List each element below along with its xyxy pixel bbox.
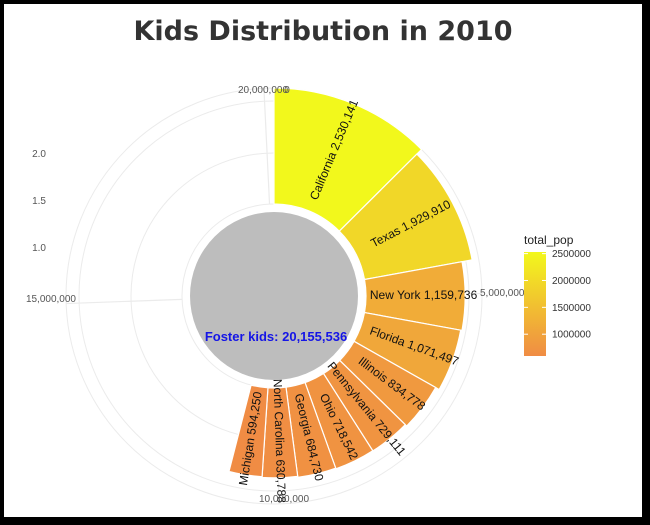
radial-tick-label: 1.5	[32, 196, 46, 207]
chart-frame: Kids Distribution in 2010 California 2,5…	[4, 4, 642, 517]
angular-tick-label: 5,000,000	[480, 288, 525, 299]
center-hole	[190, 212, 358, 380]
bar-georgia	[285, 381, 337, 479]
bar-label: New York 1,159,736	[370, 288, 478, 302]
angular-tick-label: 0	[284, 85, 290, 96]
legend-tick-label: 1500000	[552, 303, 591, 314]
bar-label: North Carolina 630,788	[271, 379, 289, 504]
radial-tick-label: 1.0	[32, 243, 46, 254]
bar-texas	[338, 153, 473, 281]
angular-tick-label: 20,000,000	[238, 85, 288, 96]
legend-tick-label: 2000000	[552, 276, 591, 287]
legend-tick-label: 1000000	[552, 330, 591, 341]
legend-title: total_pop	[524, 233, 574, 247]
bar-new-york	[363, 260, 466, 332]
grid-spoke	[66, 298, 183, 305]
bar-california	[273, 87, 423, 233]
grid-spoke	[263, 88, 271, 205]
bar-ohio	[304, 372, 374, 470]
bar-illinois	[338, 340, 437, 427]
center-label: Foster kids: 20,155,536	[205, 329, 347, 344]
bar-north-carolina	[261, 386, 299, 479]
bar-florida	[353, 311, 462, 391]
chart-title: Kids Distribution in 2010	[133, 16, 513, 47]
legend-tick-label: 2500000	[552, 249, 591, 260]
bar-michigan	[228, 384, 269, 478]
radial-tick-label: 2.0	[32, 149, 46, 160]
angular-tick-label: 15,000,000	[26, 294, 76, 305]
angular-tick-label: 10,000,000	[259, 494, 309, 505]
legend-colorbar	[524, 252, 546, 356]
